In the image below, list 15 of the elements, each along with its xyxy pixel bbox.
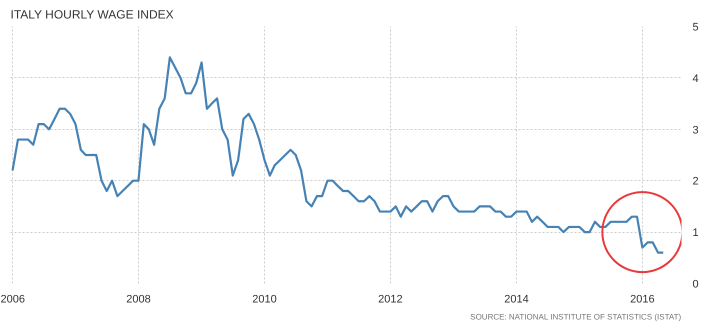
x-tick-label: 2008 xyxy=(126,294,151,306)
x-tick-label: 2016 xyxy=(630,294,655,306)
y-tick-label: 5 xyxy=(692,22,699,34)
y-tick-label: 1 xyxy=(692,227,699,240)
chart-title: ITALY HOURLY WAGE INDEX xyxy=(10,8,174,22)
y-tick-label: 0 xyxy=(692,278,699,290)
y-tick-label: 3 xyxy=(692,124,699,136)
x-tick-label: 2014 xyxy=(504,294,529,306)
x-tick-label: 2012 xyxy=(378,294,403,306)
source-note: SOURCE: NATIONAL INSTITUTE OF STATISTICS (ISTAT) xyxy=(470,312,682,322)
y-tick-label: 4 xyxy=(692,72,699,85)
x-tick-label: 2010 xyxy=(252,294,277,306)
y-tick-label: 2 xyxy=(692,176,699,188)
x-tick-label: 2006 xyxy=(0,294,25,306)
line-series xyxy=(11,56,664,254)
